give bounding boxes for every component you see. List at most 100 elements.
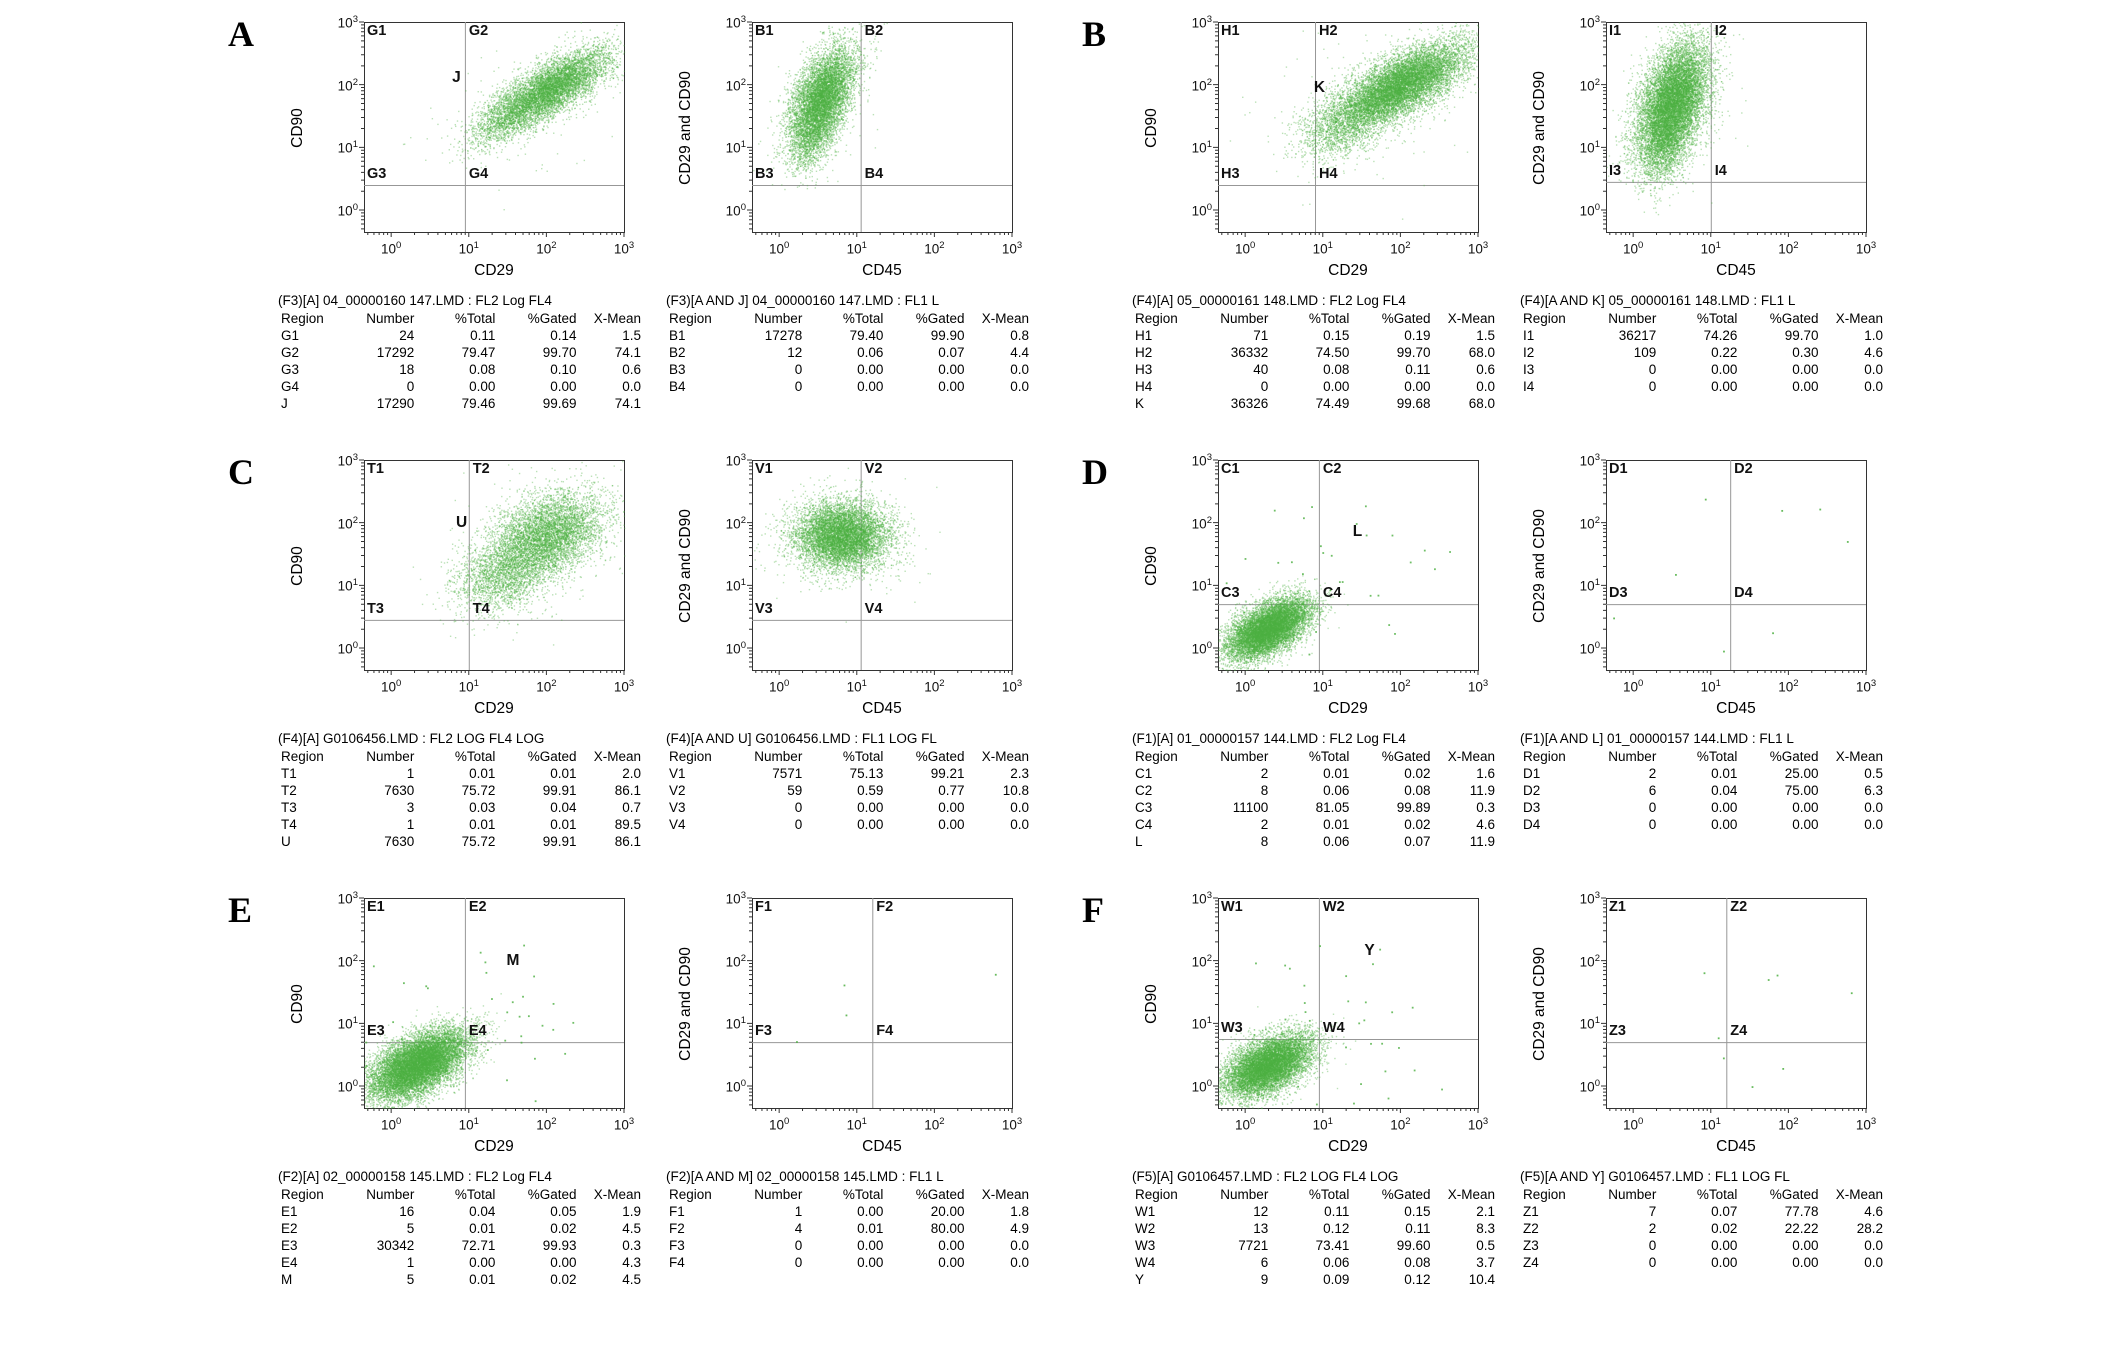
- table-body: I1 36217 74.26 99.70 1.0 I2 109 0.22 0.30 4.6 I3 0 0…: [1520, 327, 1886, 395]
- column-header: Region: [669, 1187, 712, 1202]
- quadrant-label: I1: [1609, 23, 1622, 39]
- table-cell: 0.00: [938, 817, 965, 832]
- quadrant-label: Z2: [1730, 899, 1748, 915]
- scatter-plot: CD29 and CD90 CD45 100 100 101 101 102 102 103…: [1520, 890, 1894, 1164]
- column-header: Number: [1220, 749, 1269, 764]
- table-cell: 0.12: [1404, 1272, 1431, 1287]
- table-cell: 0: [794, 362, 803, 377]
- stats-table: (F3)[A AND J] 04_00000160 147.LMD : FL1 …: [666, 292, 1032, 395]
- scatter-canvas: [1520, 890, 1894, 1118]
- quadrant-label: E4: [468, 1023, 487, 1040]
- table-cell: 20.00: [930, 1204, 965, 1219]
- panel-body: CD90 CD29 100 100 101 101 102 102 103 103 G1 G2 G3…: [278, 14, 1040, 412]
- y-tick-label: 101: [725, 577, 746, 594]
- table-header-row: Region Number %Total %Gated X-Mean: [278, 748, 644, 765]
- table-row: F2 4 0.01 80.00 4.9: [666, 1220, 1032, 1237]
- quadrant-label: C3: [1221, 585, 1240, 602]
- x-axis-label: CD29: [474, 1138, 514, 1155]
- table-cell: B1: [669, 328, 686, 343]
- table-cell: 0.01: [469, 817, 496, 832]
- scatter-plot: CD29 and CD90 CD45 100 100 101 101 102 102 103…: [1520, 452, 1894, 726]
- table-cell: 0.07: [1711, 1204, 1738, 1219]
- table-cell: E3: [281, 1238, 298, 1253]
- scatter-canvas: [1132, 890, 1506, 1118]
- quadrant-label: H4: [1319, 165, 1338, 182]
- table-cell: 80.00: [930, 1221, 965, 1236]
- table-cell: 0.0: [1010, 362, 1029, 377]
- quadrant-label: T4: [472, 600, 490, 617]
- table-cell: 0.08: [1404, 783, 1431, 798]
- scatter-plot: CD90 CD29 100 100 101 101 102 102 103 103 C1 C2 C3…: [1132, 452, 1506, 726]
- y-tick-label: 101: [1579, 1015, 1600, 1032]
- table-cell: 0.3: [622, 1238, 641, 1253]
- table-cell: 74.1: [614, 396, 641, 411]
- x-tick-label: 102: [924, 240, 945, 257]
- table-row: I3 0 0.00 0.00 0.0: [1520, 361, 1886, 378]
- table-cell: 0.00: [857, 800, 884, 815]
- table-row: H3 40 0.08 0.11 0.6: [1132, 361, 1498, 378]
- column-header: %Gated: [527, 311, 577, 326]
- column-header: %Total: [842, 749, 884, 764]
- table-cell: 74.1: [614, 345, 641, 360]
- table-row: U 7630 75.72 99.91 86.1: [278, 833, 644, 850]
- gate-label: K: [1313, 78, 1326, 96]
- x-tick-label: 100: [1234, 1116, 1256, 1133]
- table-row: B1 17278 79.40 99.90 0.8: [666, 327, 1032, 344]
- table-cell: 59: [787, 783, 803, 798]
- table-cell: 1: [406, 766, 415, 781]
- scatter-plot: CD90 CD29 100 100 101 101 102 102 103 103 T1 T2 T3…: [278, 452, 652, 726]
- plot-column: CD29 and CD90 CD45 100 100 101 101 102 102 103…: [1520, 890, 1894, 1288]
- table-cell: 0.00: [1711, 362, 1738, 377]
- table-header-row: Region Number %Total %Gated X-Mean: [666, 310, 1032, 327]
- table-cell: 81.05: [1315, 800, 1350, 815]
- column-header: Region: [281, 1187, 324, 1202]
- table-cell: 0: [794, 379, 803, 394]
- table-cell: 3: [406, 800, 415, 815]
- table-header-row: Region Number %Total %Gated X-Mean: [1132, 310, 1498, 327]
- table-cell: H2: [1135, 345, 1153, 360]
- table-cell: 30342: [376, 1238, 415, 1253]
- table-header: Region Number %Total %Gated X-Mean: [278, 748, 644, 765]
- table-cell: 8: [1260, 783, 1269, 798]
- table-title: (F3)[A] 04_00000160 147.LMD : FL2 Log FL…: [278, 293, 552, 308]
- x-tick-label: 101: [1700, 678, 1721, 695]
- table-cell: Z2: [1523, 1221, 1539, 1236]
- table-cell: 18: [399, 362, 415, 377]
- x-tick-label: 103: [1001, 240, 1023, 257]
- table-cell: 0.01: [469, 1272, 496, 1287]
- column-header: %Total: [454, 1187, 496, 1202]
- table-cell: 0.0: [1010, 1238, 1029, 1253]
- panel-body: CD90 CD29 100 100 101 101 102 102 103 103 T1 T2 T3…: [278, 452, 1040, 850]
- scatter-plot: CD90 CD29 100 100 101 101 102 102 103 103 E1 E2 E3…: [278, 890, 652, 1164]
- table-cell: 0.00: [550, 379, 577, 394]
- plot-column: CD29 and CD90 CD45 100 100 101 101 102 102 103…: [1520, 14, 1894, 412]
- table-cell: Z3: [1523, 1238, 1539, 1253]
- table-cell: 0.00: [938, 1255, 965, 1270]
- table-cell: J: [281, 396, 288, 411]
- y-tick-label: 103: [337, 14, 358, 31]
- column-header: X-Mean: [1835, 749, 1883, 764]
- table-cell: 7: [1648, 1204, 1657, 1219]
- table-body: F1 1 0.00 20.00 1.8 F2 4 0.01 80.00 4.9 F3 0 0.00 0.0…: [666, 1203, 1032, 1271]
- x-axis-label: CD45: [862, 262, 902, 279]
- table-row: W1 12 0.11 0.15 2.1: [1132, 1203, 1498, 1220]
- table-cell: H3: [1135, 362, 1153, 377]
- column-header: %Gated: [915, 1187, 965, 1202]
- table-cell: 99.70: [1396, 345, 1431, 360]
- column-header: %Gated: [915, 311, 965, 326]
- panel-B: B CD90 CD29 100 100 101 101 102 102 103 103 H1 H2…: [1082, 14, 1894, 412]
- table-cell: 8.3: [1476, 1221, 1495, 1236]
- table-title: (F3)[A AND J] 04_00000160 147.LMD : FL1 …: [666, 293, 940, 308]
- column-header: %Gated: [527, 749, 577, 764]
- quadrant-label: H1: [1221, 23, 1240, 39]
- table-cell: 0.02: [550, 1272, 577, 1287]
- region-stats: Region Number %Total %Gated X-Mean V1 7571 75.…: [666, 748, 1032, 833]
- y-tick-label: 102: [1191, 952, 1212, 970]
- table-cell: 0.01: [1711, 766, 1738, 781]
- table-cell: 0.0: [1476, 379, 1495, 394]
- plot-column: CD90 CD29 100 100 101 101 102 102 103 103 G1 G2 G3…: [278, 14, 652, 412]
- table-cell: 7721: [1238, 1238, 1269, 1253]
- table-cell: B4: [669, 379, 686, 394]
- x-tick-label: 102: [1390, 678, 1411, 695]
